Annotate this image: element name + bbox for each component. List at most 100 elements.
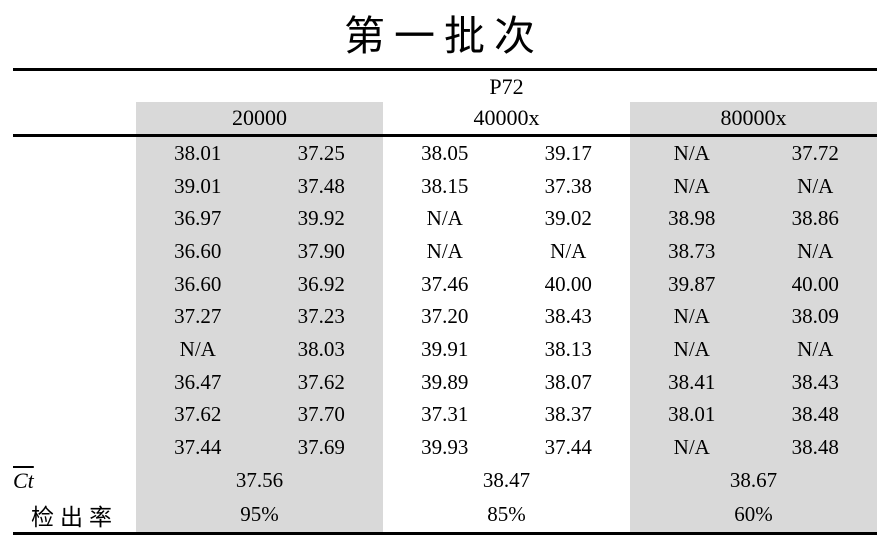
label-col-spacer xyxy=(13,366,136,399)
ct-value-cell: 36.97 xyxy=(136,202,260,236)
detection-rate-row: 检出率 95% 85% 60% xyxy=(13,497,878,534)
table-row: 38.01 37.25 38.05 39.17 N/A 37.72 xyxy=(13,135,878,170)
ct-value-cell: 38.98 xyxy=(630,202,754,236)
page-title: 第一批次 xyxy=(344,13,544,59)
ct-value-cell: 36.60 xyxy=(136,235,260,268)
label-col-spacer xyxy=(13,136,136,170)
ct-overline-symbol: Ct xyxy=(13,467,34,493)
ct-value-cell: 36.92 xyxy=(259,267,383,301)
ct-value-cell: 39.17 xyxy=(544,140,592,165)
ct-results-table: P72 20000 40000x 80000x 38.01 37.25 38.05 3… xyxy=(13,68,878,535)
ct-value-cell: N/A xyxy=(630,431,754,464)
ct-value-cell: 37.62 xyxy=(136,398,260,432)
detection-rate-20000: 95% xyxy=(136,497,383,534)
ct-value-cell: 37.25 xyxy=(259,135,383,170)
label-col-spacer xyxy=(13,102,136,137)
ct-mean-label: Ct xyxy=(13,464,136,498)
label-col-spacer xyxy=(13,399,136,432)
ct-value-cell: 37.44 xyxy=(136,431,260,464)
ct-value-cell: 39.01 xyxy=(136,169,260,203)
ct-value-cell: 38.01 xyxy=(630,398,754,432)
ct-value-cell: N/A xyxy=(136,333,260,366)
col-header-20000: 20000 xyxy=(136,102,383,137)
ct-mean-40000x: 38.47 xyxy=(482,468,531,493)
table-body: 38.01 37.25 38.05 39.17 N/A 37.72 39.01 37.48 38… xyxy=(13,135,878,464)
label-col-spacer xyxy=(13,70,136,103)
label-col-spacer xyxy=(13,268,136,301)
ct-value-cell: 37.72 xyxy=(753,135,878,170)
ct-value-cell: 38.13 xyxy=(544,336,592,361)
ct-value-cell: 38.73 xyxy=(630,235,754,268)
label-col-spacer xyxy=(13,333,136,366)
label-col-spacer xyxy=(13,300,136,333)
ct-value-cell: 40.00 xyxy=(753,267,878,301)
ct-value-cell: N/A xyxy=(753,333,878,366)
table-row: 36.47 37.62 39.89 38.07 38.41 38.43 xyxy=(13,365,878,399)
ct-value-cell: 38.48 xyxy=(753,431,878,464)
ct-value-cell: 38.01 xyxy=(136,135,260,170)
ct-value-cell: 38.09 xyxy=(753,300,878,334)
ct-value-cell: 38.37 xyxy=(544,402,592,427)
detection-rate-80000x: 60% xyxy=(630,497,878,534)
ct-value-cell: 37.69 xyxy=(259,431,383,464)
ct-value-cell: N/A xyxy=(630,300,754,334)
table-row: 37.27 37.23 37.20 38.43 N/A 38.09 xyxy=(13,300,878,334)
ct-value-cell: 37.31 xyxy=(421,402,469,427)
ct-value-cell: N/A xyxy=(630,169,754,203)
table-row: 36.60 36.92 37.46 40.00 39.87 40.00 xyxy=(13,267,878,301)
ct-value-cell: 39.93 xyxy=(421,435,469,460)
ct-value-cell: 40.00 xyxy=(544,271,592,296)
ct-value-cell: 38.05 xyxy=(421,140,469,165)
ct-value-cell: 39.92 xyxy=(259,202,383,236)
table-row: 36.97 39.92 N/A 39.02 38.98 38.86 xyxy=(13,202,878,236)
ct-value-cell: 36.47 xyxy=(136,365,260,399)
dilution-header-row: 20000 40000x 80000x xyxy=(13,102,878,137)
table-row: 37.44 37.69 39.93 37.44 N/A 38.48 xyxy=(13,431,878,464)
ct-value-cell: 38.07 xyxy=(544,369,592,394)
ct-value-cell: 38.41 xyxy=(630,365,754,399)
ct-value-cell: N/A xyxy=(630,333,754,366)
col-header-40000x: 40000x xyxy=(383,102,630,137)
col-header-80000x: 80000x xyxy=(630,102,878,137)
ct-value-cell: 37.48 xyxy=(259,169,383,203)
ct-mean-row: Ct 37.56 38.47 38.67 xyxy=(13,463,878,498)
ct-value-cell: 38.43 xyxy=(753,365,878,399)
ct-value-cell: 37.90 xyxy=(259,235,383,268)
ct-value-cell: 37.46 xyxy=(421,271,469,296)
ct-value-cell: N/A xyxy=(630,135,754,170)
ct-value-cell: 39.87 xyxy=(630,267,754,301)
ct-value-cell: 37.62 xyxy=(259,365,383,399)
ct-mean-80000x: 38.67 xyxy=(630,463,878,498)
ct-value-cell: 39.91 xyxy=(421,336,469,361)
label-col-spacer xyxy=(13,235,136,268)
ct-value-cell: 38.48 xyxy=(753,398,878,432)
table-row: 36.60 37.90 N/A N/A 38.73 N/A xyxy=(13,235,878,268)
ct-value-cell: 37.70 xyxy=(259,398,383,432)
ct-value-cell: N/A xyxy=(550,238,587,263)
ct-value-cell: 37.38 xyxy=(544,173,592,198)
ct-value-cell: 38.86 xyxy=(753,202,878,236)
ct-mean-20000: 37.56 xyxy=(136,463,383,498)
ct-value-cell: 38.03 xyxy=(259,333,383,366)
ct-value-cell: 38.15 xyxy=(421,173,469,198)
ct-value-cell: 37.44 xyxy=(544,435,592,460)
sample-name: P72 xyxy=(489,73,524,99)
label-col-spacer xyxy=(13,170,136,203)
table-row: 39.01 37.48 38.15 37.38 N/A N/A xyxy=(13,169,878,203)
ct-value-cell: N/A xyxy=(753,235,878,268)
detection-rate-40000x: 85% xyxy=(487,502,526,527)
label-col-spacer xyxy=(13,202,136,235)
ct-value-cell: 39.02 xyxy=(544,206,592,231)
ct-value-cell: 37.23 xyxy=(259,300,383,334)
table-row: 37.62 37.70 37.31 38.37 38.01 38.48 xyxy=(13,398,878,432)
ct-value-cell: N/A xyxy=(426,238,463,263)
ct-value-cell: 38.43 xyxy=(544,304,592,329)
detection-rate-label: 检出率 xyxy=(31,504,118,530)
ct-value-cell: 37.27 xyxy=(136,300,260,334)
ct-value-cell: 36.60 xyxy=(136,267,260,301)
table-row: N/A 38.03 39.91 38.13 N/A N/A xyxy=(13,333,878,366)
ct-value-cell: 37.20 xyxy=(421,304,469,329)
ct-value-cell: N/A xyxy=(426,206,463,231)
label-col-spacer xyxy=(13,431,136,464)
